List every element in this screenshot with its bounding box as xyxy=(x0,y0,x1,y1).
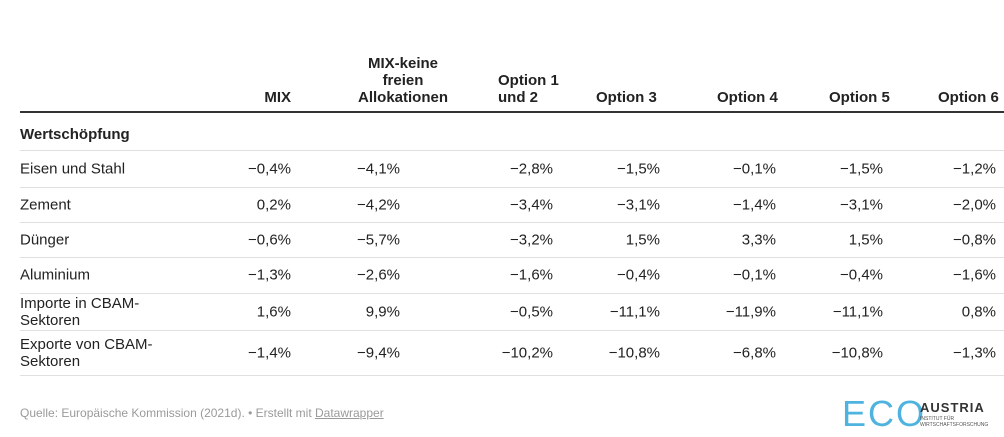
cell: 3,3% xyxy=(741,231,776,248)
cell: −0,4% xyxy=(248,160,291,177)
row-label: Eisen und Stahl xyxy=(20,160,126,177)
cell: −0,4% xyxy=(840,266,883,284)
cell: −1,3% xyxy=(953,344,996,361)
cell: −0,6% xyxy=(248,231,291,248)
cell: −10,2% xyxy=(501,344,553,361)
column-header: Option 4 xyxy=(717,89,778,106)
cell: −3,2% xyxy=(510,231,553,248)
cell: −1,4% xyxy=(733,196,776,213)
cell: −1,6% xyxy=(953,266,996,284)
cell: −0,4% xyxy=(617,266,660,284)
row-line xyxy=(20,330,1004,331)
row-line xyxy=(20,222,1004,223)
cell: −2,0% xyxy=(953,196,996,213)
cell: −0,1% xyxy=(733,266,776,284)
cell: −4,1% xyxy=(357,160,400,177)
logo-tagline: INSTITUT FÜR WIRTSCHAFTSFORSCHUNG xyxy=(920,416,989,428)
row-label: Exporte von CBAM-Sektoren xyxy=(20,335,153,370)
cell: −9,4% xyxy=(357,344,400,361)
cell: −1,5% xyxy=(840,160,883,177)
row-line xyxy=(20,187,1004,188)
column-header: MIX-keine freien Allokationen xyxy=(357,55,448,106)
column-header: Option 1 und 2 xyxy=(498,72,559,106)
cell: −1,2% xyxy=(953,160,996,177)
section-label: Wertschöpfung xyxy=(20,126,130,143)
cell: 0,2% xyxy=(256,196,291,213)
cell: −2,8% xyxy=(510,160,553,177)
cell: −6,8% xyxy=(733,344,776,361)
cell: −2,6% xyxy=(357,266,400,284)
cell: 1,5% xyxy=(848,231,883,248)
cell: −11,9% xyxy=(725,303,776,320)
cell: −1,4% xyxy=(248,344,291,361)
cell: −11,1% xyxy=(609,303,660,320)
source: Quelle: Europäische Kommission (2021d). … xyxy=(20,406,315,420)
column-header: Option 5 xyxy=(829,89,890,106)
cell: −1,3% xyxy=(248,266,291,284)
cell: −4,2% xyxy=(357,196,400,213)
row-label: Zement xyxy=(20,196,71,213)
cell: −5,7% xyxy=(357,231,400,248)
cell: −10,8% xyxy=(608,344,660,361)
cell: −3,1% xyxy=(617,196,660,213)
footer: Quelle: Europäische Kommission (2021d). … xyxy=(20,406,384,420)
cell: 0,8% xyxy=(961,303,996,320)
cell: −11,1% xyxy=(832,303,883,320)
cell: −3,1% xyxy=(840,196,883,213)
row-label: Dünger xyxy=(20,231,70,248)
cell: 1,6% xyxy=(256,303,291,320)
cell: −10,8% xyxy=(831,344,883,361)
row-line xyxy=(20,257,1004,258)
datawrapper-link[interactable]: Datawrapper xyxy=(314,406,384,420)
cell: −0,1% xyxy=(733,160,776,177)
row-line xyxy=(20,150,1004,151)
cell: −0,5% xyxy=(510,303,553,320)
column-header: Option 3 xyxy=(596,89,657,106)
row-label: Aluminium xyxy=(20,266,91,284)
cell: −3,4% xyxy=(510,196,553,213)
cell: −1,5% xyxy=(617,160,660,177)
header-rule xyxy=(20,111,1004,113)
row-label: Importe in CBAM-Sektoren xyxy=(20,294,140,329)
row-line xyxy=(20,375,1004,376)
logo-mark: ECO xyxy=(842,393,927,434)
cell: −0,8% xyxy=(953,231,996,248)
cell: 1,5% xyxy=(625,231,660,248)
column-header: MIX xyxy=(264,89,291,106)
logo-name: AUSTRIA xyxy=(920,400,985,415)
cell: 9,9% xyxy=(365,303,400,320)
row-line xyxy=(20,293,1004,294)
column-header: Option 6 xyxy=(938,89,999,106)
cell: −1,6% xyxy=(510,266,553,284)
